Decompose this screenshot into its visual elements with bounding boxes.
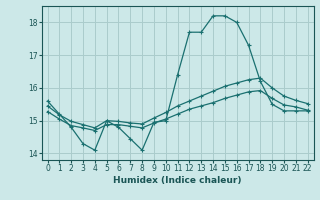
X-axis label: Humidex (Indice chaleur): Humidex (Indice chaleur): [113, 176, 242, 185]
